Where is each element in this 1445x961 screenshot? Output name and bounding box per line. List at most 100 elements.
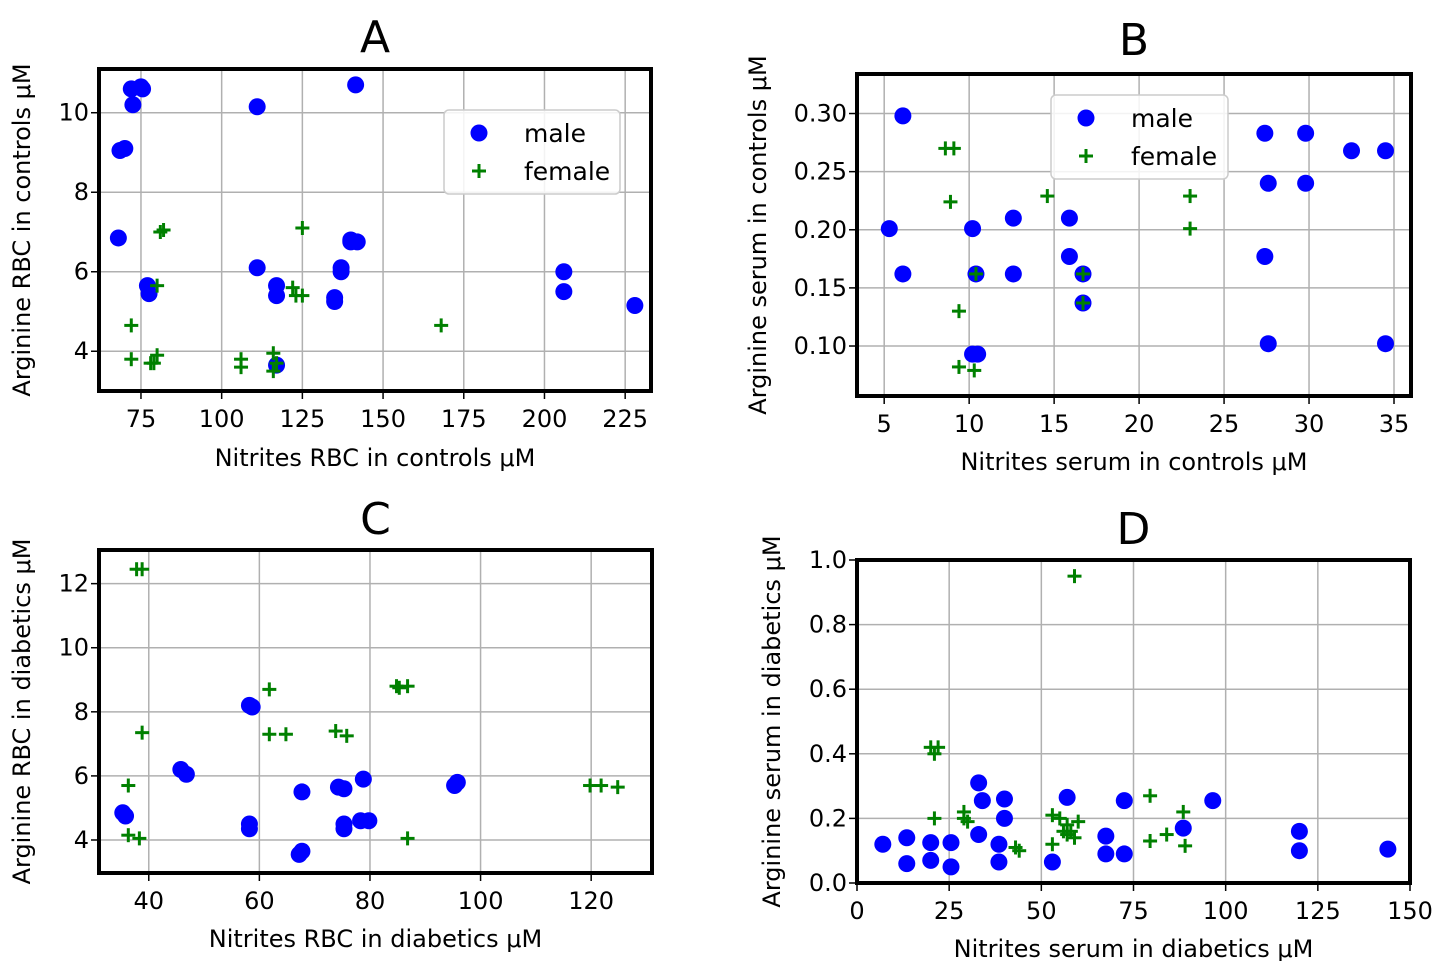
legend-female-marker xyxy=(472,164,486,178)
female-point xyxy=(956,804,971,819)
male-point xyxy=(177,765,195,783)
female-point xyxy=(156,223,171,237)
female-point xyxy=(1143,834,1158,849)
female-point xyxy=(968,266,983,281)
male-point xyxy=(1377,142,1395,160)
legend: male female xyxy=(443,109,621,195)
panel-title: B xyxy=(1119,15,1149,66)
x-tick-label: 10 xyxy=(954,410,985,438)
female-point xyxy=(1143,788,1158,803)
x-tick-label: 5 xyxy=(877,410,892,438)
plot-frame xyxy=(97,548,654,875)
y-tick-label: 1.0 xyxy=(809,546,847,574)
male-point xyxy=(360,812,378,830)
female-point xyxy=(1071,814,1086,829)
female-point xyxy=(594,778,609,793)
male-point xyxy=(1297,174,1315,192)
x-tick-label: 100 xyxy=(458,887,504,915)
legend-box xyxy=(1050,94,1229,180)
series-female xyxy=(121,562,625,846)
male-point xyxy=(140,285,158,303)
female-point xyxy=(295,221,310,236)
female-point xyxy=(951,359,966,374)
x-tick-label: 150 xyxy=(1387,897,1433,925)
female-point xyxy=(295,288,310,303)
female-point xyxy=(150,278,165,293)
female-point xyxy=(132,831,147,846)
x-tick-label: 35 xyxy=(1379,410,1410,438)
female-point xyxy=(392,680,407,695)
female-point xyxy=(951,304,966,319)
male-point xyxy=(990,853,1008,871)
male-point xyxy=(293,842,311,860)
female-point xyxy=(285,280,300,295)
female-point xyxy=(434,318,449,333)
female-point xyxy=(121,828,136,843)
y-tick-label: 10 xyxy=(58,634,89,662)
female-point xyxy=(1067,830,1082,845)
female-point xyxy=(339,728,354,743)
female-point xyxy=(234,360,249,375)
male-point xyxy=(335,820,353,838)
panel-a: 75 100 125 150 175 200 225 4 6 8 10 A Nitrites RBC i… xyxy=(8,12,653,472)
male-point xyxy=(1174,819,1192,837)
female-point xyxy=(1067,569,1082,584)
male-point xyxy=(335,780,353,798)
male-point xyxy=(898,855,916,873)
male-point xyxy=(124,96,142,114)
female-point xyxy=(931,740,946,755)
male-point xyxy=(874,835,892,853)
y-tick-label: 0.0 xyxy=(809,869,847,897)
plot-frame xyxy=(97,67,653,393)
male-point xyxy=(970,774,988,792)
grid xyxy=(99,550,652,873)
male-point xyxy=(964,220,982,238)
male-point xyxy=(354,770,372,788)
male-point xyxy=(1259,335,1277,353)
series-male xyxy=(114,696,466,863)
female-point xyxy=(1076,296,1091,311)
x-tick-label: 100 xyxy=(199,405,245,433)
female-point xyxy=(1012,843,1027,858)
male-point xyxy=(1115,792,1133,810)
female-point xyxy=(1178,838,1193,853)
male-point xyxy=(1256,124,1274,142)
female-point xyxy=(946,141,961,156)
y-axis-label: Arginine serum in controls μM xyxy=(744,55,772,414)
y-tick-label: 10 xyxy=(58,99,89,127)
x-tick-label: 25 xyxy=(1209,410,1240,438)
female-point xyxy=(328,724,343,739)
x-tick-label: 120 xyxy=(568,887,614,915)
male-point xyxy=(268,287,286,305)
male-point xyxy=(134,80,152,98)
female-point xyxy=(262,727,277,742)
x-tick-label: 0 xyxy=(849,897,864,925)
y-tick-label: 0.4 xyxy=(809,740,847,768)
series-female xyxy=(923,569,1193,858)
male-point xyxy=(243,698,261,716)
panel-c: 40 60 80 100 120 4 6 8 10 12 C Nitrites RBC in diab… xyxy=(8,494,654,953)
x-tick-label: 50 xyxy=(1026,897,1057,925)
male-point xyxy=(555,263,573,281)
male-point xyxy=(973,792,991,810)
female-point xyxy=(610,780,625,795)
female-point xyxy=(124,352,139,367)
y-tick-label: 0.10 xyxy=(794,332,847,360)
male-point xyxy=(293,783,311,801)
panel-d: 0 25 50 75 100 125 150 0.0 0.2 0.4 0.6 0.8 1.0 D Nitri… xyxy=(758,504,1433,961)
y-axis-label: Arginine serum in diabetics μM xyxy=(758,535,786,907)
female-point xyxy=(960,814,975,829)
series-male xyxy=(874,774,1397,876)
male-point xyxy=(326,293,344,311)
y-tick-label: 0.30 xyxy=(794,100,847,128)
female-point xyxy=(150,348,165,363)
female-point xyxy=(135,725,150,740)
series-female xyxy=(938,141,1198,378)
x-axis-label: Nitrites RBC in controls μM xyxy=(215,444,536,472)
female-point xyxy=(124,318,139,333)
female-point xyxy=(1159,827,1174,842)
male-point xyxy=(898,829,916,847)
female-point xyxy=(153,224,168,239)
legend-male-marker xyxy=(1077,109,1095,127)
female-point xyxy=(1176,804,1191,819)
